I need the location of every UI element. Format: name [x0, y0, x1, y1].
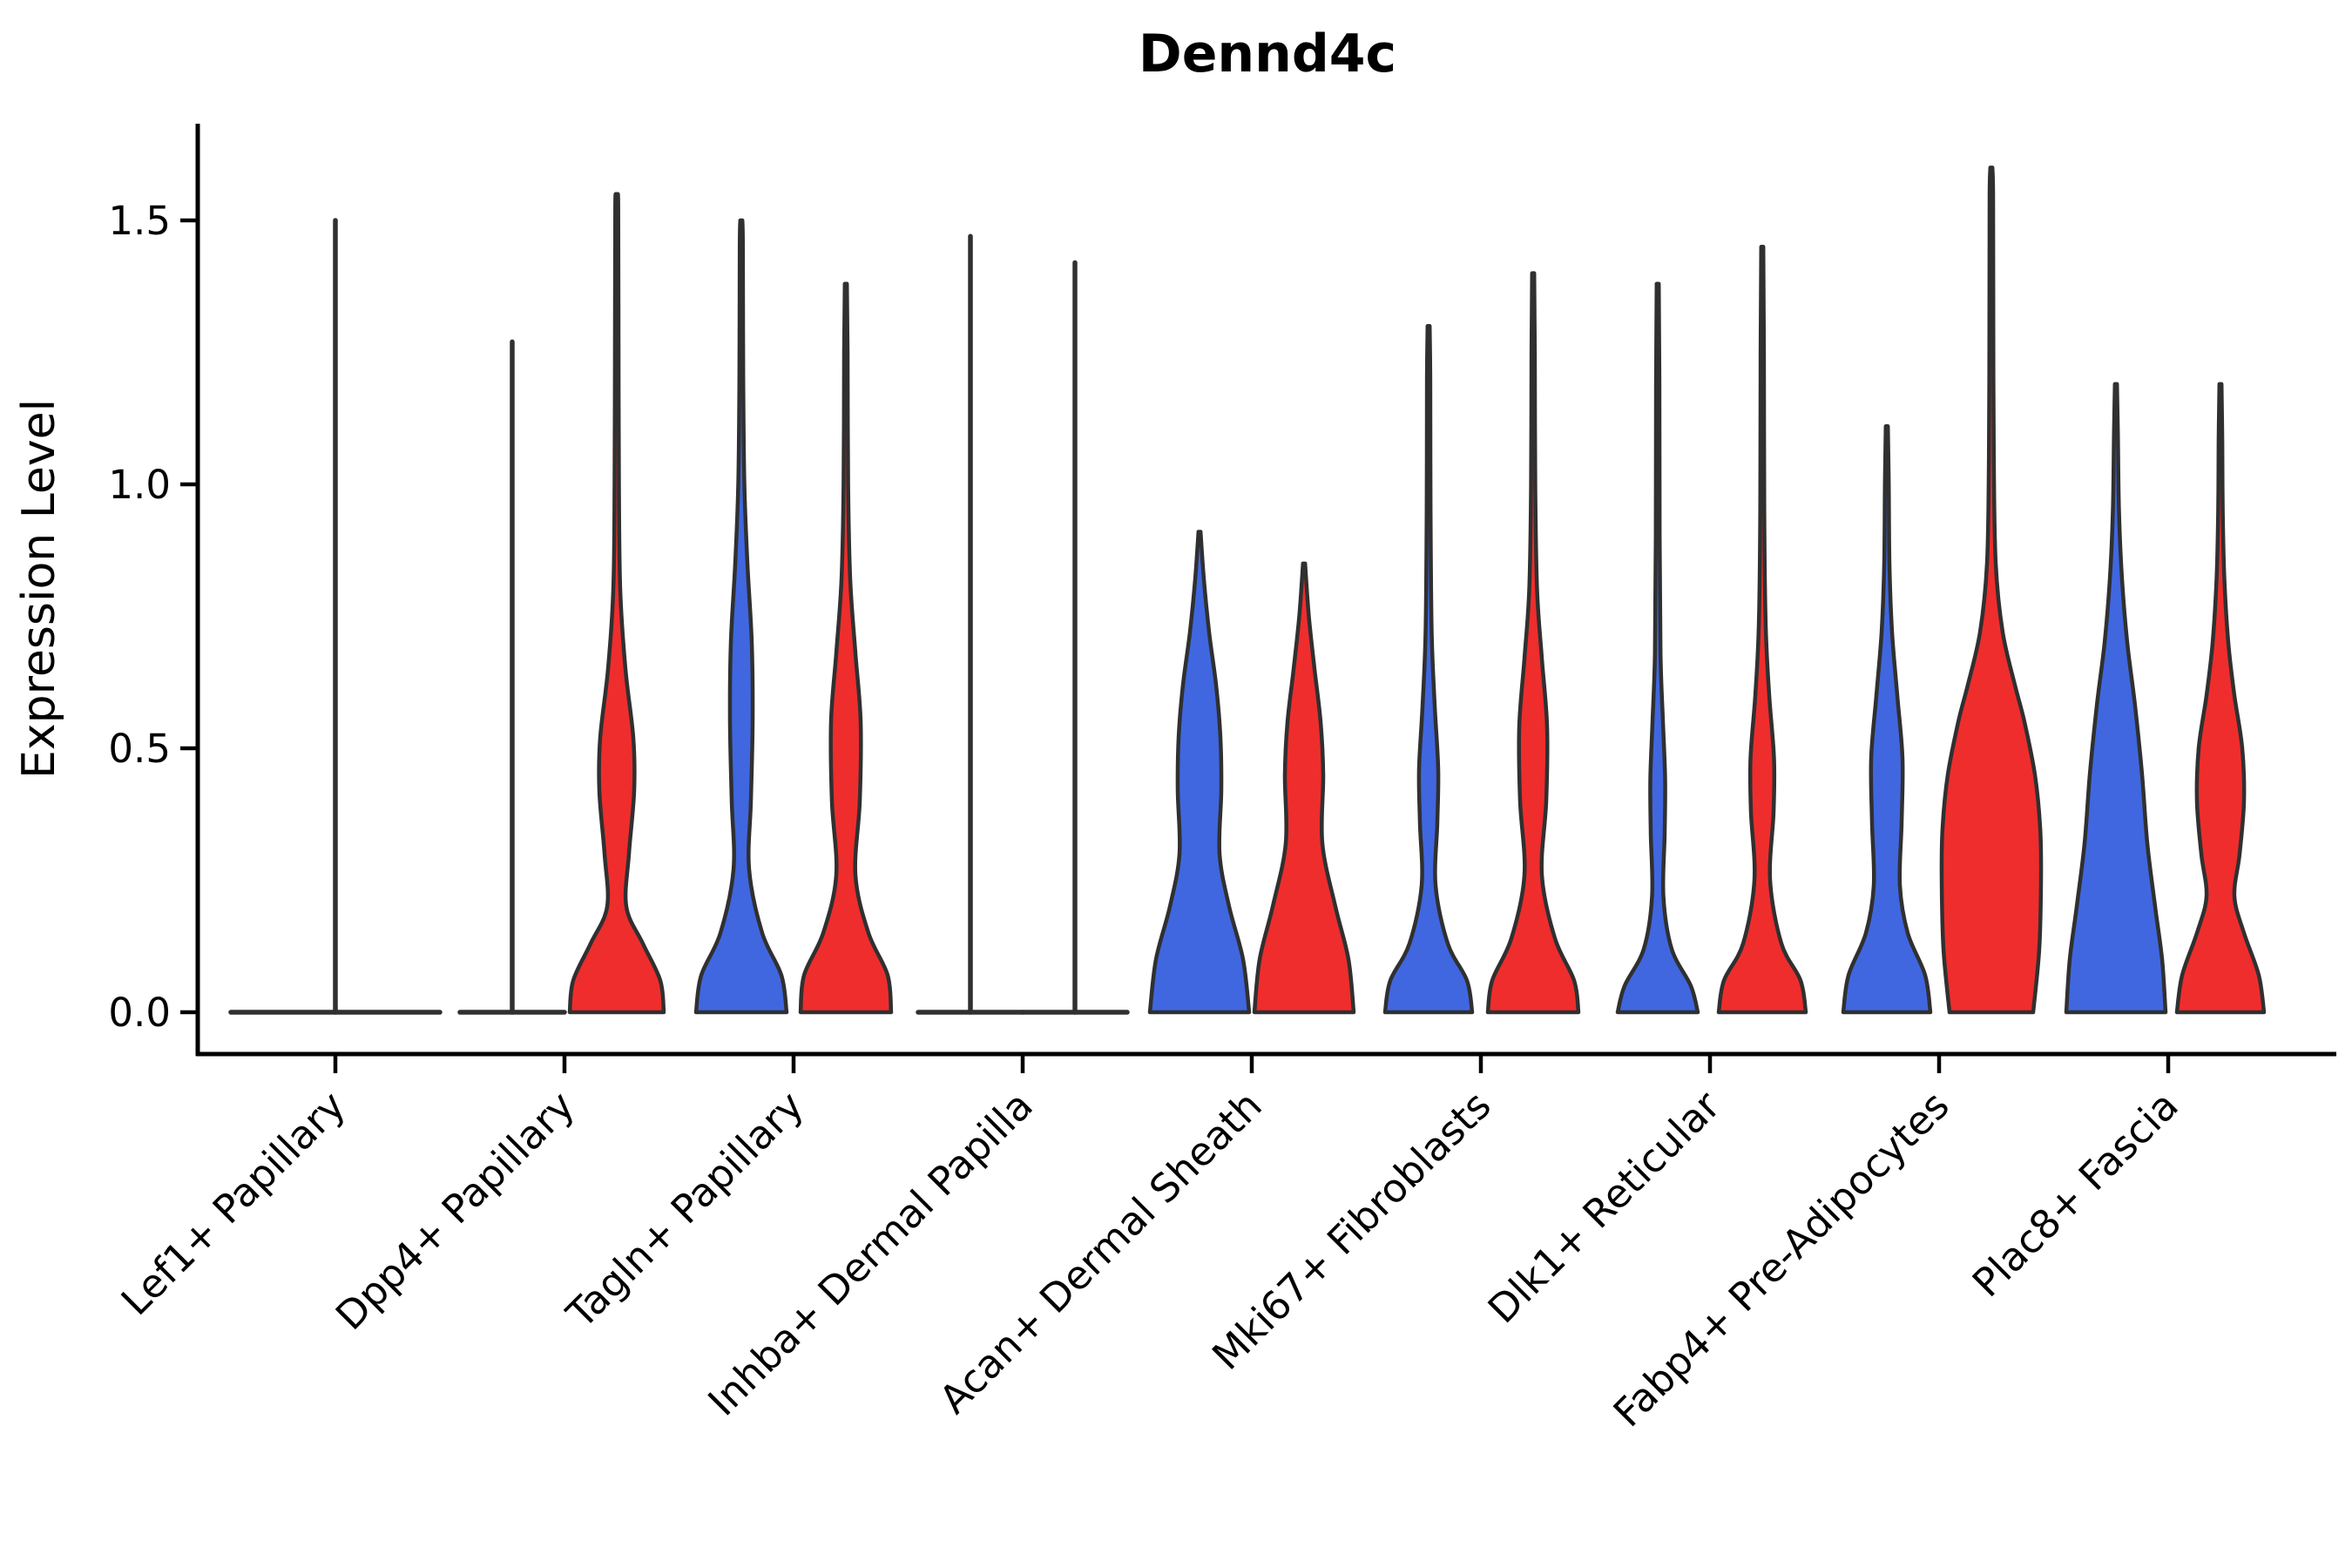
violin-red-6: [1716, 245, 1808, 1015]
y-tick-label: 0.0: [108, 990, 171, 1036]
violin-red-5: [1485, 271, 1581, 1015]
chart-title: Dennd4c: [1139, 24, 1396, 84]
violin-blue-7: [1841, 424, 1933, 1015]
violins-layer: [228, 166, 2267, 1015]
x-tick-label: Tagln+ Papillary: [558, 1082, 813, 1337]
violin-red-8: [2174, 382, 2267, 1015]
violin-blue-6: [1615, 281, 1700, 1015]
y-tick-label: 1.5: [108, 198, 171, 244]
violin-blue-5: [1382, 323, 1475, 1015]
violin-red-7: [1939, 166, 2044, 1015]
violin-blue-4: [1147, 530, 1252, 1015]
violin-red-1: [567, 192, 666, 1015]
violin-red-2: [798, 281, 894, 1015]
violin-blue-8: [2064, 382, 2168, 1015]
x-tick-label: Plac8+ Fascia: [1963, 1082, 2187, 1306]
y-tick-label: 1.0: [108, 462, 171, 508]
x-tick-label: Lef1+ Papillary: [112, 1082, 355, 1324]
y-axis-label: Expression Level: [13, 399, 65, 779]
x-tick-label: Dpp4+ Papillary: [327, 1082, 584, 1339]
y-axis-ticks: 0.0 0.5 1.0 1.5: [108, 198, 198, 1036]
violin-blue-2: [693, 218, 789, 1015]
violin-red-4: [1252, 561, 1356, 1015]
y-tick-label: 0.5: [108, 726, 171, 772]
x-tick-label: Dlk1+ Reticular: [1479, 1082, 1729, 1332]
